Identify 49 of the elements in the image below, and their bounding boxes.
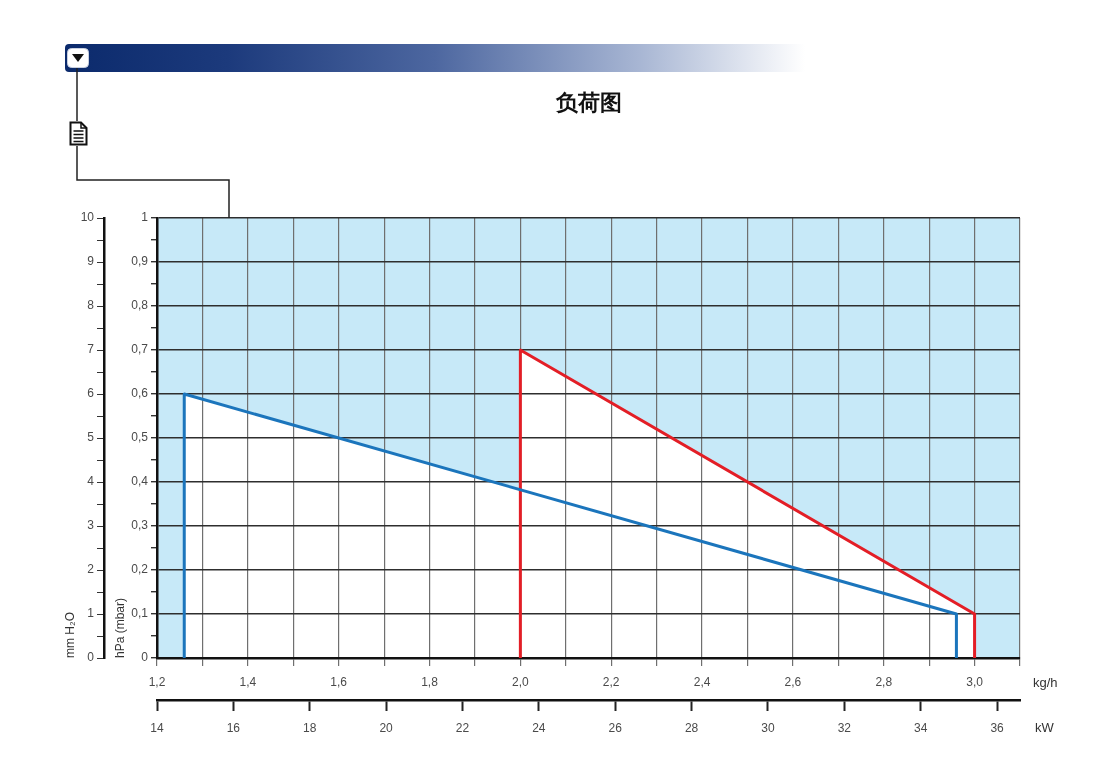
x2-tick-label: 24 xyxy=(532,720,546,735)
x2-tick-label: 20 xyxy=(379,720,394,735)
y-tick-label: 0,8 xyxy=(131,298,149,313)
y2-tick-label: 4 xyxy=(87,474,95,489)
y2-tick-label: 1 xyxy=(87,606,95,621)
x2-tick-label: 16 xyxy=(226,720,241,735)
x2-tick-label: 18 xyxy=(303,720,317,735)
x2-tick-label: 28 xyxy=(684,720,699,735)
y-tick-label: 0 xyxy=(141,650,149,665)
x2-tick-label: 14 xyxy=(150,720,164,735)
y2-axis-title: mm H₂O xyxy=(62,612,77,658)
x-tick-label: 2,8 xyxy=(875,674,893,689)
y2-tick-label: 9 xyxy=(87,254,95,269)
chart-title: 负荷图 xyxy=(554,89,623,117)
x2-tick-label: 32 xyxy=(837,720,852,735)
x2-tick-label: 30 xyxy=(761,720,775,735)
x-tick-label: 2,2 xyxy=(602,674,620,689)
x2-tick-label: 34 xyxy=(914,720,928,735)
y2-tick-label: 8 xyxy=(87,298,95,313)
x-axis-title: kg/h xyxy=(1033,674,1058,690)
y-tick-label: 0,6 xyxy=(131,386,149,401)
y-tick-label: 0,4 xyxy=(131,474,149,489)
x-tick-label: 1,6 xyxy=(330,674,348,689)
x2-axis-title: kW xyxy=(1035,719,1055,735)
y-tick-label: 1 xyxy=(141,210,149,225)
y2-tick-label: 3 xyxy=(87,518,95,533)
x-tick-label: 1,2 xyxy=(148,674,166,689)
y-tick-label: 0,7 xyxy=(131,342,149,357)
y2-tick-label: 6 xyxy=(87,386,95,401)
y2-tick-label: 5 xyxy=(87,430,95,445)
y-tick-label: 0,1 xyxy=(131,606,149,621)
y2-tick-label: 7 xyxy=(87,342,95,357)
x-tick-label: 1,8 xyxy=(421,674,439,689)
x2-tick-label: 36 xyxy=(990,720,1005,735)
y2-tick-label: 0 xyxy=(87,650,95,665)
x-tick-label: 2,0 xyxy=(512,674,530,689)
y2-tick-label: 2 xyxy=(87,562,95,577)
x-tick-label: 2,4 xyxy=(693,674,711,689)
x-tick-label: 3,0 xyxy=(966,674,984,689)
y2-tick-label: 10 xyxy=(80,210,95,225)
y-tick-label: 0,5 xyxy=(131,430,149,445)
y-tick-label: 0,2 xyxy=(131,562,149,577)
y-tick-label: 0,9 xyxy=(131,254,149,269)
x2-tick-label: 26 xyxy=(608,720,623,735)
y-axis-title: hPa (mbar) xyxy=(112,597,127,658)
x2-tick-label: 22 xyxy=(455,720,470,735)
x-tick-label: 2,6 xyxy=(784,674,802,689)
x-tick-label: 1,4 xyxy=(239,674,257,689)
y-tick-label: 0,3 xyxy=(131,518,149,533)
